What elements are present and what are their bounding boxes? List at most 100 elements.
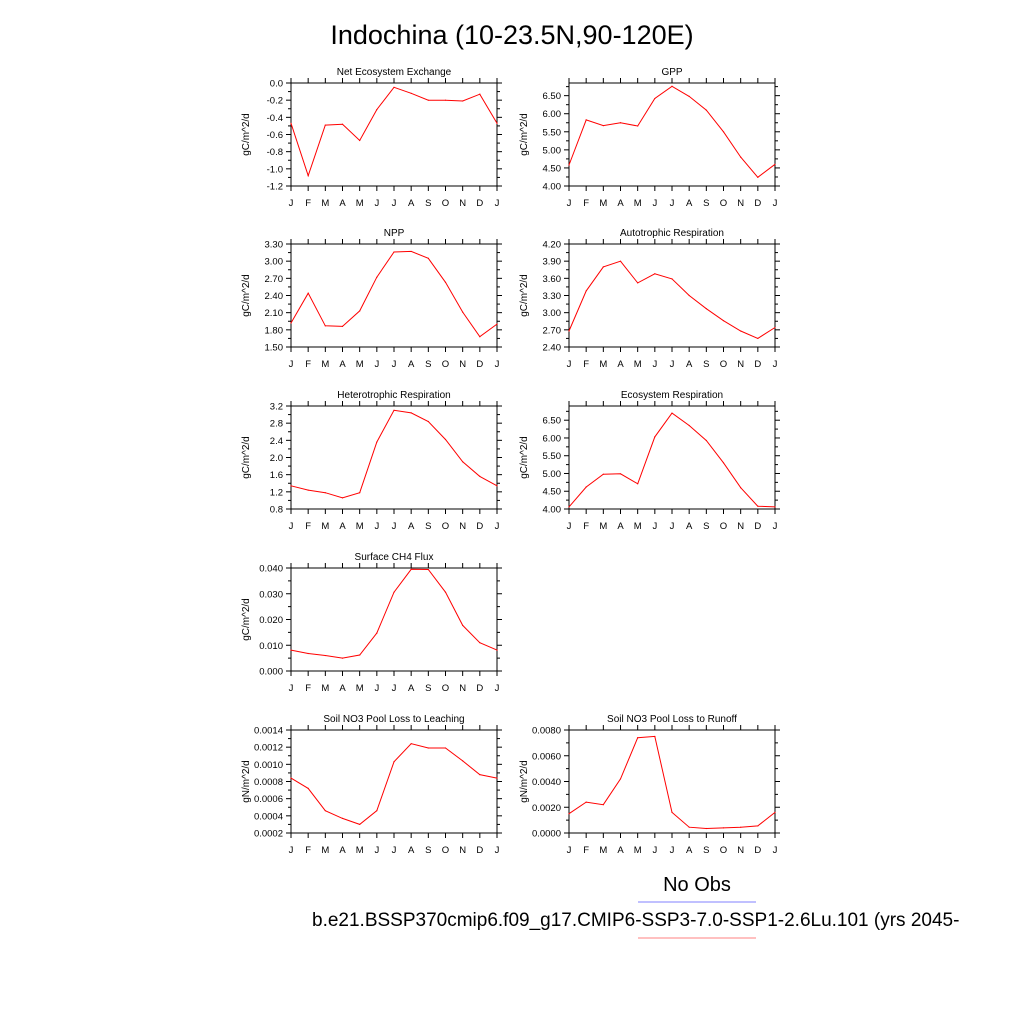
x-tick-label: A: [686, 521, 693, 532]
x-tick-label: J: [652, 198, 657, 209]
caption: b.e21.BSSP370cmip6.f09_g17.CMIP6-SSP3-7.…: [312, 910, 959, 931]
data-point: [324, 325, 326, 327]
x-tick-label: J: [374, 359, 379, 370]
data-point: [688, 826, 690, 828]
panel-6: Ecosystem Respiration gC/m^2/d 4.00 4.50 5.0…: [519, 390, 780, 532]
data-point: [688, 294, 690, 297]
y-tick-label: -0.4: [267, 113, 283, 124]
y-tick-label: 4.00: [543, 505, 562, 516]
data-point: [324, 810, 326, 812]
x-tick-label: N: [737, 359, 744, 370]
data-point: [705, 439, 707, 442]
x-tick-label: O: [720, 198, 727, 209]
data-point: [619, 778, 622, 780]
panel-1: Net Ecosystem Exchange gC/m^2/d -1.2 -1.0 -0…: [241, 67, 502, 209]
data-point: [671, 278, 673, 280]
x-tick-label: S: [703, 359, 709, 370]
y-tick-label: 2.10: [265, 308, 284, 319]
x-tick-label: A: [686, 845, 693, 856]
data-point: [324, 654, 326, 657]
y-tick-label: 0.0020: [532, 803, 561, 814]
y-tick-label: 4.20: [543, 240, 562, 251]
y-tick-label: 6.00: [543, 433, 562, 444]
plot-frame: [568, 405, 776, 510]
data-point: [462, 311, 464, 313]
y-tick-label: 2.40: [543, 343, 562, 354]
x-tick-label: A: [617, 845, 624, 856]
panel-8: Soil NO3 Pool Loss to LeachinggN/m^2/d0.…: [241, 714, 502, 856]
data-point: [290, 122, 292, 124]
x-tick-label: M: [634, 359, 642, 370]
y-tick-label: 0.040: [259, 564, 283, 575]
y-tick-label: 1.80: [265, 325, 284, 336]
data-point: [444, 281, 447, 283]
x-tick-label: J: [652, 845, 657, 856]
data-point: [393, 251, 395, 253]
y-tick-label: 0.0060: [532, 751, 561, 762]
data-point: [479, 774, 481, 776]
x-tick-label: M: [599, 845, 607, 856]
data-point: [774, 506, 776, 508]
data-point: [341, 123, 344, 125]
data-point: [602, 804, 604, 806]
data-point: [427, 568, 429, 571]
y-tick-label: 0.0014: [254, 726, 283, 737]
panel-title: Ecosystem Respiration: [621, 390, 723, 401]
y-tick-label: 0.0: [270, 79, 283, 90]
data-point: [359, 654, 361, 656]
y-axis-label: gC/m^2/d: [519, 274, 530, 317]
y-tick-label: 4.50: [543, 163, 562, 174]
y-tick-label: 0.8: [270, 505, 283, 516]
data-point: [671, 811, 673, 814]
x-tick-label: D: [476, 845, 483, 856]
data-point: [740, 330, 742, 332]
data-point: [410, 568, 412, 570]
x-tick-label: N: [459, 683, 466, 694]
x-tick-label: O: [442, 521, 449, 532]
data-point: [637, 737, 639, 739]
x-tick-label: O: [720, 359, 727, 370]
x-tick-label: J: [670, 521, 675, 532]
data-point: [376, 632, 378, 634]
x-tick-label: F: [305, 359, 311, 370]
x-tick-label: D: [476, 683, 483, 694]
x-tick-label: N: [737, 198, 744, 209]
y-axis-label: gN/m^2/d: [519, 760, 530, 803]
x-tick-label: N: [459, 359, 466, 370]
y-tick-label: 3.60: [543, 274, 562, 285]
x-tick-label: S: [425, 198, 431, 209]
data-point: [359, 492, 361, 494]
series-line: [568, 735, 776, 830]
y-tick-label: 2.40: [265, 291, 284, 302]
y-tick-label: 3.00: [265, 257, 284, 268]
data-point: [568, 506, 570, 508]
x-tick-label: A: [408, 683, 415, 694]
data-point: [568, 164, 570, 166]
x-tick-label: A: [339, 845, 346, 856]
data-point: [359, 823, 361, 826]
data-point: [393, 86, 395, 88]
x-tick-label: J: [495, 845, 500, 856]
y-tick-label: -1.0: [267, 164, 283, 175]
data-point: [585, 119, 587, 121]
y-tick-label: 0.0012: [254, 743, 283, 754]
data-point: [427, 747, 429, 749]
x-tick-label: J: [652, 359, 657, 370]
x-tick-label: M: [321, 683, 329, 694]
series-line: [290, 568, 498, 659]
data-point: [654, 735, 656, 738]
x-tick-label: J: [289, 521, 294, 532]
x-tick-label: F: [583, 359, 589, 370]
x-tick-label: M: [356, 359, 364, 370]
x-tick-label: M: [356, 198, 364, 209]
data-point: [444, 591, 447, 593]
series-line: [568, 260, 776, 339]
y-tick-label: 6.00: [543, 109, 562, 120]
x-tick-label: N: [459, 198, 466, 209]
panel-9: Soil NO3 Pool Loss to RunoffgN/m^2/d0.00…: [519, 714, 780, 856]
x-tick-label: S: [425, 521, 431, 532]
data-point: [496, 485, 498, 487]
x-tick-label: A: [339, 683, 346, 694]
